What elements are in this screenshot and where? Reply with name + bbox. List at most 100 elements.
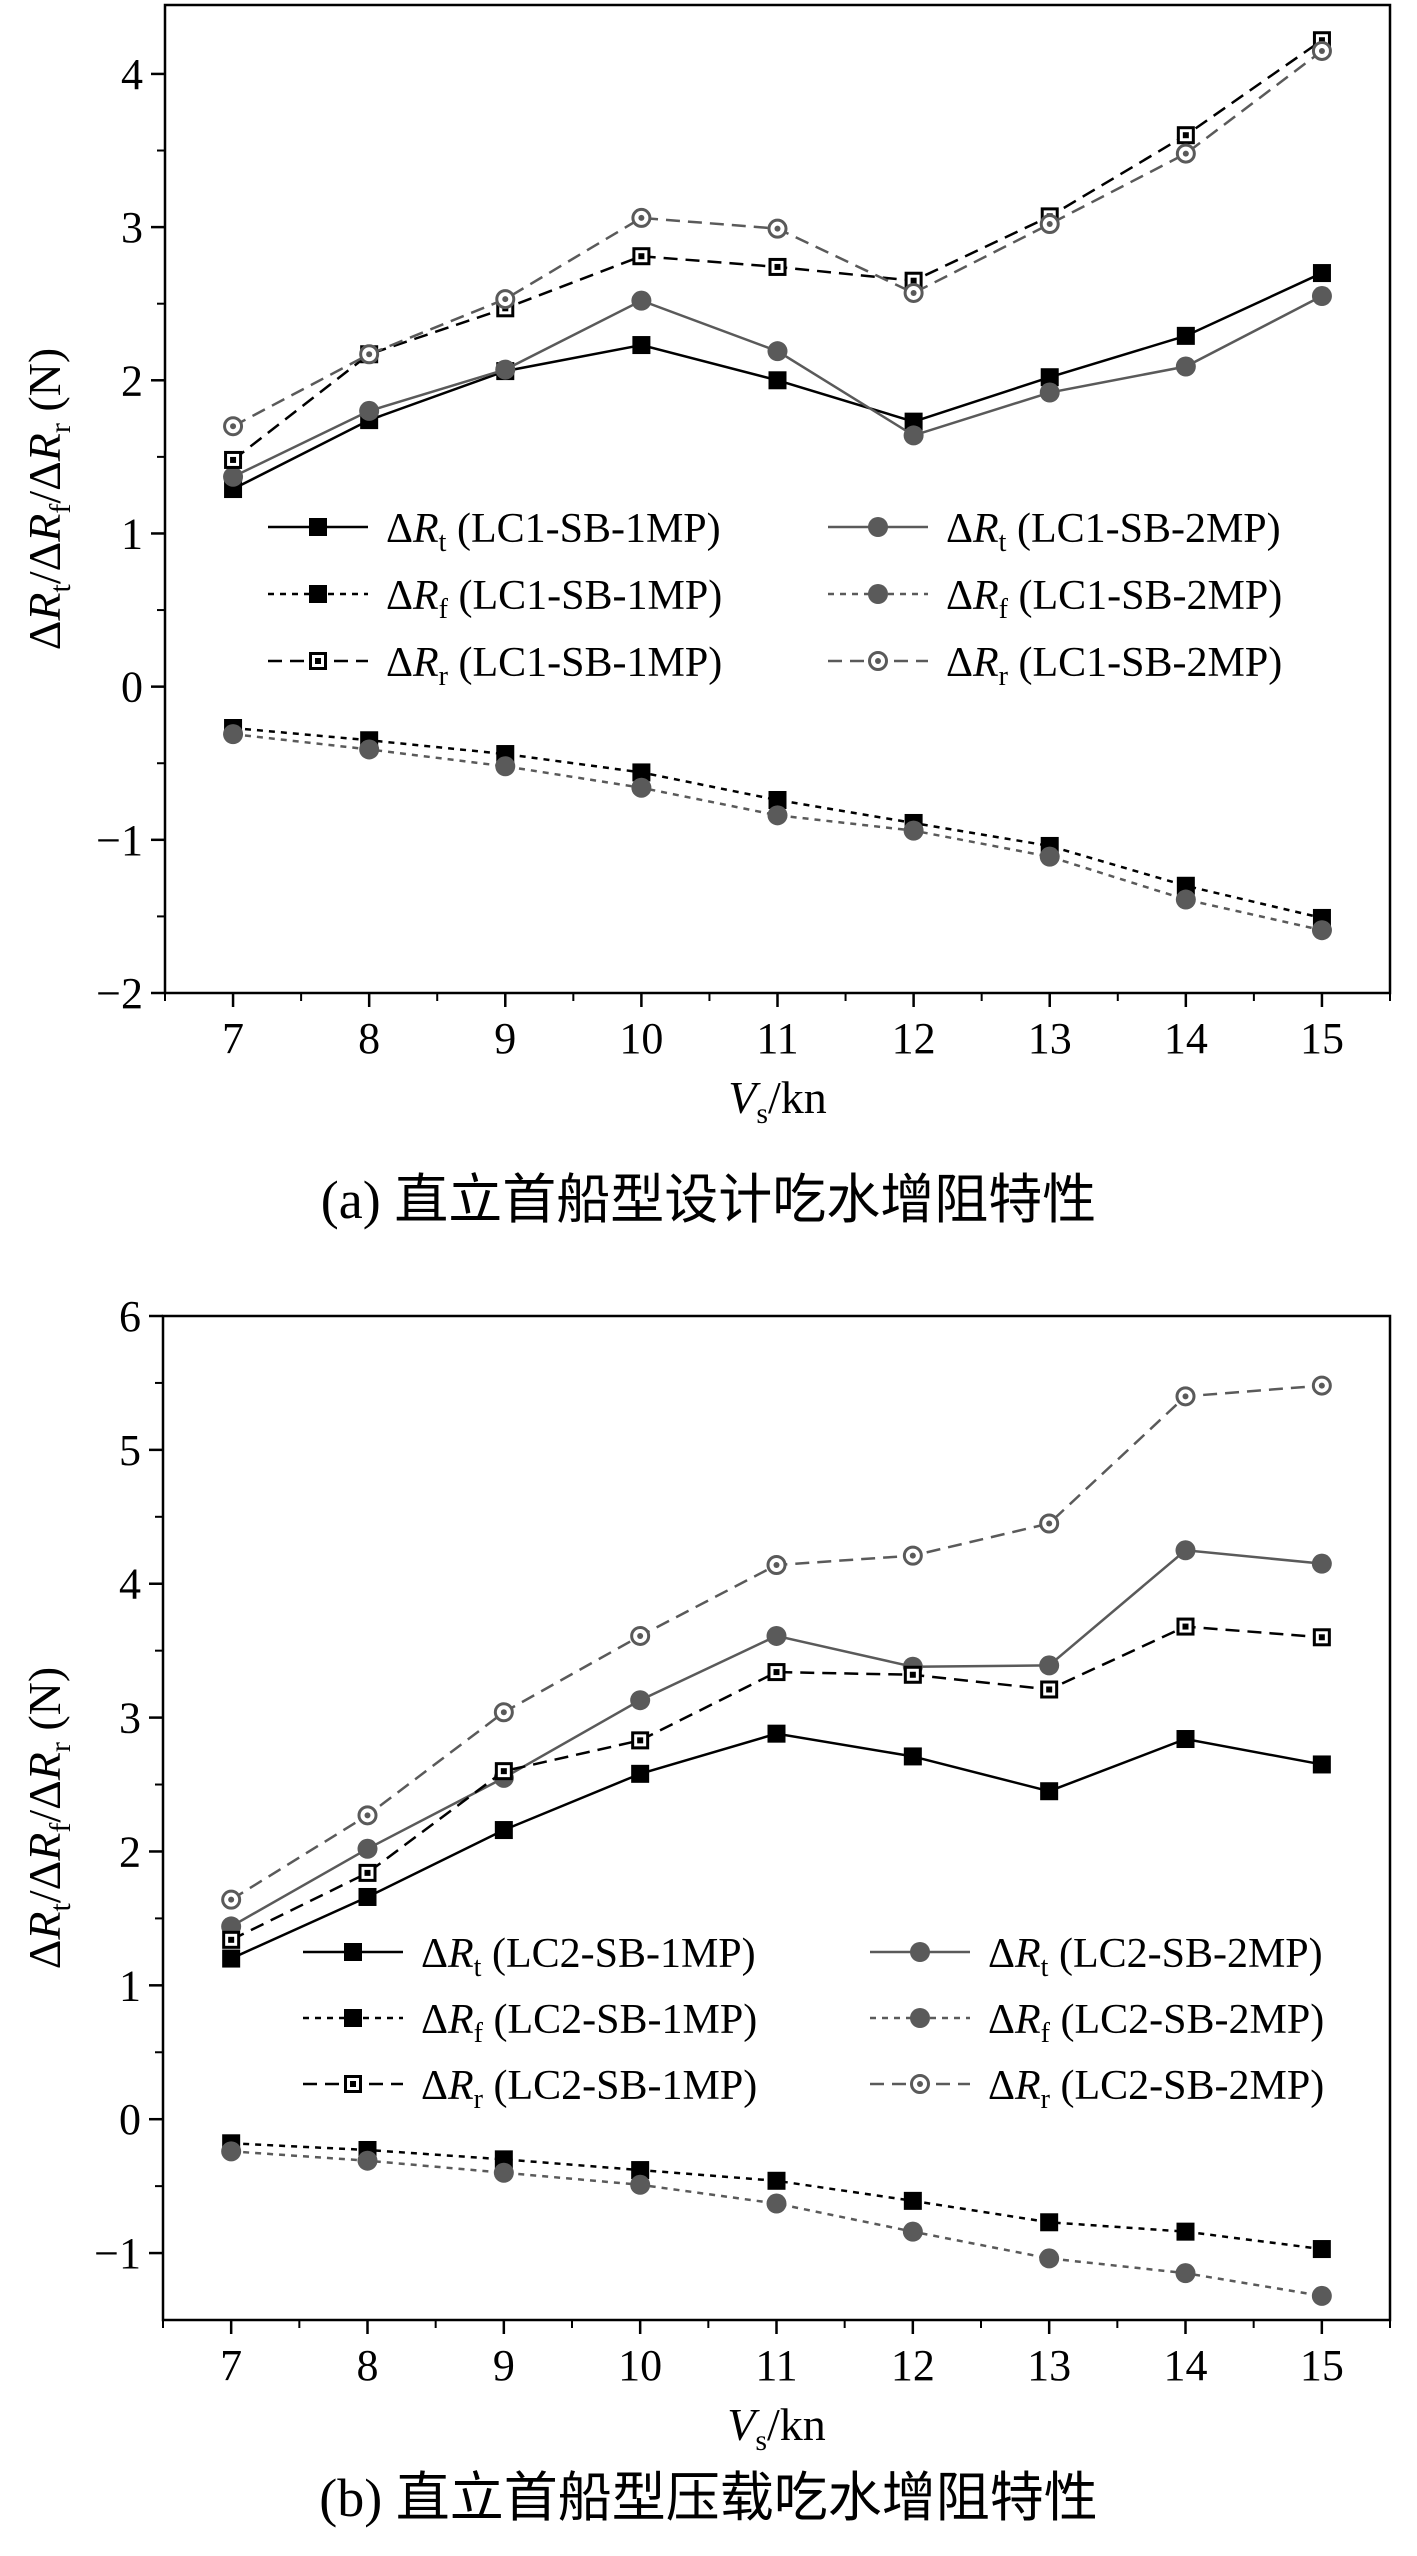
chart-panel-a: 7 8 9 10 11 12 13 14 15 −2 −1 0 1 2 3 4 ΔRt/ΔRf/ΔRr (N) V… xyxy=(19,3,1392,1230)
chart-b-data-point xyxy=(221,2141,242,2162)
chart-b-y-axis-label: ΔRt/ΔRf/ΔRr (N) xyxy=(19,1667,77,1969)
chart-a-legend-marker xyxy=(309,652,327,670)
chart-a-data-point xyxy=(1175,889,1196,910)
chart-a-data-point xyxy=(359,400,380,421)
chart-a-y-axis-label: ΔRt/ΔRf/ΔRr (N) xyxy=(19,348,77,650)
chart-a-legend-item: ΔRf (LC1-SB-1MP) xyxy=(268,573,722,625)
chart-a-data-point xyxy=(1175,143,1196,164)
chart-a-series-5 xyxy=(224,31,1331,469)
chart-a-x-axis-label: Vs/kn xyxy=(728,1072,827,1130)
chart-b-legend-label: ΔRr (LC2-SB-1MP) xyxy=(421,2063,757,2115)
chart-a-series-line xyxy=(232,732,1323,932)
chart-b-y-tick-label: 5 xyxy=(119,1426,141,1475)
chart-b-data-point xyxy=(494,1821,513,1840)
chart-a-legend-marker xyxy=(309,518,327,536)
chart-a-x-tick-label: 7 xyxy=(222,1014,244,1063)
chart-b-series-5 xyxy=(222,1617,1331,1949)
chart-a-plot-frame xyxy=(163,3,1392,995)
chart-b-data-point xyxy=(903,1747,922,1766)
chart-b-data-point xyxy=(1175,1540,1196,1561)
chart-b-legend-item: ΔRr (LC2-SB-1MP) xyxy=(303,2063,757,2115)
chart-a-data-point xyxy=(1039,846,1060,867)
chart-a-legend: ΔRt (LC1-SB-1MP) ΔRt (LC1-SB-2MP) ΔRf (LC1… xyxy=(268,506,1282,692)
chart-a-data-point xyxy=(903,820,924,841)
chart-a-series-line xyxy=(232,39,1323,461)
chart-a-legend-label: ΔRt (LC1-SB-1MP) xyxy=(386,506,721,558)
chart-b-data-point xyxy=(1312,1755,1331,1774)
chart-a-series-line xyxy=(232,726,1323,920)
chart-b-legend-item: ΔRf (LC2-SB-2MP) xyxy=(870,1997,1324,2049)
chart-b-x-tick-label: 10 xyxy=(618,2341,662,2390)
chart-a-legend-item: ΔRt (LC1-SB-2MP) xyxy=(828,506,1281,558)
chart-a-legend-label: ΔRf (LC1-SB-2MP) xyxy=(946,573,1282,625)
chart-a-y-tick-label: 4 xyxy=(121,50,143,99)
chart-a-data-point xyxy=(495,756,516,777)
chart-b-data-point xyxy=(494,1762,513,1781)
chart-a-data-point xyxy=(903,425,924,446)
chart-a-legend-marker xyxy=(868,651,888,671)
chart-b-plot-frame xyxy=(161,1314,1392,2322)
chart-b-data-point xyxy=(1039,2248,1060,2269)
chart-b-data-point xyxy=(1311,1553,1332,1574)
chart-a-data-point xyxy=(223,466,244,487)
chart-a-x-tick-label: 8 xyxy=(358,1014,380,1063)
chart-b-data-point xyxy=(358,1887,377,1906)
chart-a-data-point xyxy=(495,289,516,310)
chart-b-legend-marker xyxy=(344,2009,362,2027)
chart-a-x-tick-label: 9 xyxy=(494,1014,516,1063)
chart-a-data-point xyxy=(767,218,788,239)
chart-b-data-point xyxy=(631,1731,650,1750)
chart-a-data-point xyxy=(904,412,923,431)
chart-a-legend-label: ΔRr (LC1-SB-1MP) xyxy=(386,640,722,692)
chart-b-data-point xyxy=(1176,2222,1195,2241)
chart-a-legend-marker xyxy=(868,584,888,604)
chart-a-data-point xyxy=(359,344,380,365)
chart-b-legend: ΔRt (LC2-SB-1MP) ΔRt (LC2-SB-2MP) ΔRf (LC2… xyxy=(303,1931,1324,2115)
chart-b-legend-label: ΔRr (LC2-SB-2MP) xyxy=(988,2063,1324,2115)
chart-b-legend-marker xyxy=(344,2075,362,2093)
chart-a-data-point xyxy=(632,763,651,782)
chart-a-data-point xyxy=(1039,382,1060,403)
chart-b-legend-marker xyxy=(910,1942,930,1962)
chart-b-y-tick-label: 0 xyxy=(119,2095,141,2144)
chart-a-data-point xyxy=(631,207,652,228)
chart-b-series-line xyxy=(231,2142,1322,2251)
chart-a-series-1 xyxy=(224,264,1331,499)
chart-b-data-point xyxy=(1176,1730,1195,1749)
chart-a-x-tick-label: 14 xyxy=(1164,1014,1208,1063)
chart-b-series-4 xyxy=(221,2141,1332,2306)
chart-b-y-tick-label: 6 xyxy=(119,1292,141,1341)
chart-a-legend-item: ΔRr (LC1-SB-1MP) xyxy=(268,640,722,692)
chart-b-data-point xyxy=(357,1805,378,1826)
caption-a: (a) 直立首船型设计吃水增阻特性 xyxy=(320,1170,1097,1230)
chart-b-x-tick-label: 8 xyxy=(357,2341,379,2390)
chart-b-data-point xyxy=(767,1663,786,1682)
chart-a-data-point xyxy=(1311,40,1332,61)
chart-a-y-tick-label: 0 xyxy=(121,663,143,712)
chart-b-data-point xyxy=(1176,1617,1195,1636)
chart-b-data-point xyxy=(631,1764,650,1783)
chart-b-data-point xyxy=(1175,2263,1196,2284)
chart-b-legend-label: ΔRt (LC2-SB-1MP) xyxy=(421,1931,756,1983)
chart-a-legend-marker xyxy=(868,517,888,537)
chart-b-series-6 xyxy=(221,1375,1332,1910)
chart-b-data-point xyxy=(493,2162,514,2183)
chart-a-data-point xyxy=(631,777,652,798)
chart-a-data-point xyxy=(1176,126,1195,145)
chart-a-data-point xyxy=(768,371,787,390)
chart-a-x-tick-label: 11 xyxy=(756,1014,798,1063)
chart-b-data-point xyxy=(903,1665,922,1684)
chart-b-x-tick-label: 7 xyxy=(220,2341,242,2390)
chart-a-y-tick-label: 2 xyxy=(121,356,143,405)
chart-b-x-tick-label: 15 xyxy=(1300,2341,1344,2390)
chart-b-data-point xyxy=(1311,1375,1332,1396)
chart-a-data-point xyxy=(223,724,244,745)
chart-a-data-point xyxy=(495,359,516,380)
chart-b-y-tick-label: 3 xyxy=(119,1694,141,1743)
chart-b-data-point xyxy=(766,1625,787,1646)
chart-b-data-point xyxy=(630,1690,651,1711)
chart-b-legend-label: ΔRf (LC2-SB-1MP) xyxy=(421,1997,757,2049)
chart-b-x-tick-label: 13 xyxy=(1027,2341,1071,2390)
caption-b: (b) 直立首船型压载吃水增阻特性 xyxy=(319,2468,1098,2528)
chart-a-data-point xyxy=(767,805,788,826)
